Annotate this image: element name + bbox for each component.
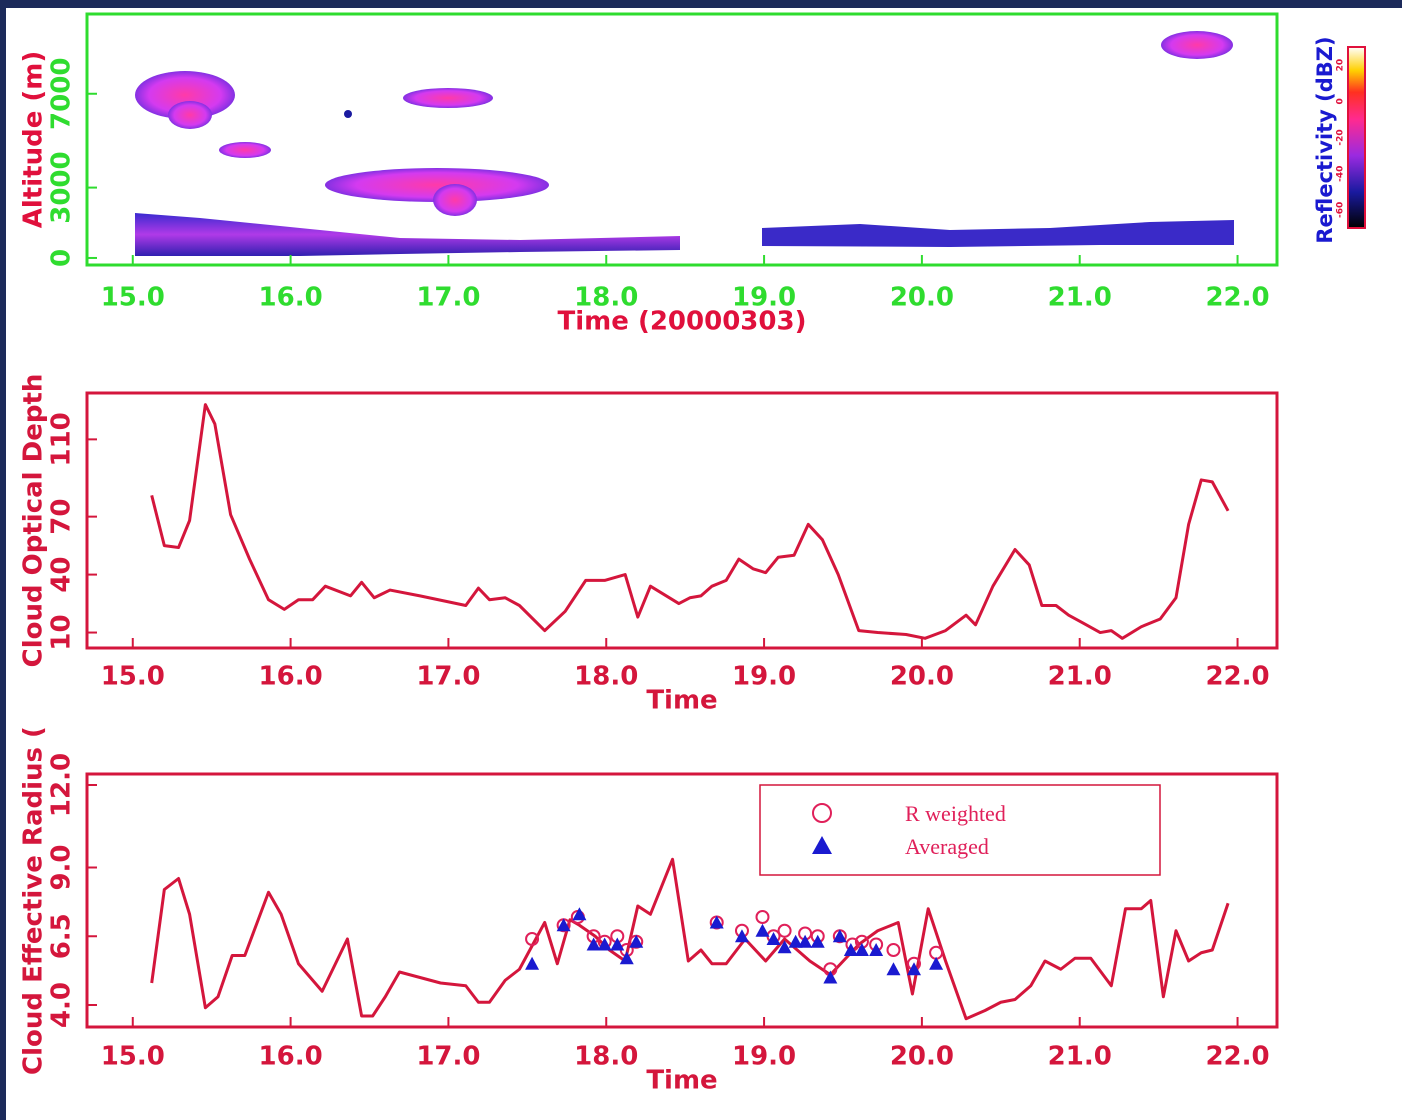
colorbar-tick-label: -20 [1336, 129, 1346, 145]
y-tick-label: 12.0 [47, 753, 77, 817]
x-tick-label: 19.0 [732, 662, 796, 692]
x-tick-label: 19.0 [732, 283, 796, 313]
y-tick-label: 7000 [47, 58, 77, 130]
background [6, 8, 1402, 1120]
y-tick-label: 9.0 [47, 844, 77, 890]
x-tick-label: 22.0 [1205, 662, 1269, 692]
colorbar-tick-label: -40 [1336, 166, 1346, 182]
data-point [788, 934, 803, 948]
data-point [798, 934, 813, 948]
data-point [619, 951, 634, 965]
echo [403, 88, 493, 108]
data-point [525, 956, 540, 970]
data-point [886, 962, 901, 976]
data-line [150, 403, 1230, 640]
legend-marker [812, 803, 832, 823]
legend-marker [812, 836, 832, 854]
x-tick-label: 22.0 [1205, 283, 1269, 313]
data-point [832, 929, 847, 943]
x-tick-label: 21.0 [1048, 1042, 1112, 1072]
x-tick-label: 16.0 [259, 662, 323, 692]
echo [433, 184, 477, 216]
y-tick-label: 40 [47, 556, 77, 592]
y-tick-label: 10 [47, 614, 77, 650]
y-axis-title: Altitude (m) [19, 51, 49, 228]
x-tick-label: 20.0 [890, 283, 954, 313]
y-axis-title: Cloud Effective Radius ( [19, 726, 49, 1075]
x-tick-label: 21.0 [1048, 662, 1112, 692]
x-tick-label: 20.0 [890, 1042, 954, 1072]
data-point [777, 940, 792, 954]
data-point [886, 943, 901, 957]
x-axis-title: Time [646, 686, 717, 716]
data-point [525, 932, 540, 946]
plot-frame [85, 772, 1279, 1029]
y-tick-label: 110 [47, 412, 77, 466]
legend-label: Averaged [905, 834, 989, 859]
y-tick-label: 0 [47, 249, 77, 267]
echo [168, 101, 212, 129]
x-tick-label: 15.0 [101, 662, 165, 692]
colorbar-tick-label: 20 [1336, 59, 1346, 72]
data-point [907, 962, 922, 976]
data-point [929, 956, 944, 970]
data-point [810, 934, 825, 948]
x-tick-label: 20.0 [890, 662, 954, 692]
x-axis-title: Time [646, 1066, 717, 1096]
colorbar-tick-label: 0 [1336, 98, 1346, 104]
data-point [610, 937, 625, 951]
echo [762, 220, 1234, 247]
data-point [734, 929, 749, 943]
colorbar [1347, 46, 1366, 229]
data-point [556, 918, 571, 932]
data-point [823, 970, 838, 984]
x-tick-label: 17.0 [416, 662, 480, 692]
data-point [597, 937, 612, 951]
legend-label: R weighted [905, 801, 1006, 826]
data-line [150, 857, 1230, 1021]
y-tick-label: 6.5 [47, 913, 77, 959]
data-point [755, 923, 770, 937]
x-tick-label: 22.0 [1205, 1042, 1269, 1072]
echo [135, 213, 680, 256]
cloud-echoes [135, 31, 1234, 256]
echo [135, 71, 235, 119]
x-tick-label: 16.0 [259, 1042, 323, 1072]
x-tick-label: 21.0 [1048, 283, 1112, 313]
plot-frame [85, 391, 1279, 650]
colorbar-title: Reflectivity (dBZ) [1313, 36, 1337, 243]
data-point [572, 907, 587, 921]
y-tick-label: 70 [47, 499, 77, 535]
data-point [586, 937, 601, 951]
echo [1161, 31, 1233, 59]
plot-frame [85, 12, 1279, 267]
legend-box [759, 784, 1161, 876]
colorbar-tick-label: -60 [1336, 202, 1346, 218]
x-tick-label: 18.0 [574, 662, 638, 692]
data-point [709, 915, 724, 929]
data-point [755, 910, 770, 924]
x-tick-label: 16.0 [259, 283, 323, 313]
data-point [843, 943, 858, 956]
x-tick-label: 17.0 [416, 283, 480, 313]
data-point [777, 923, 792, 938]
x-tick-label: 15.0 [101, 1042, 165, 1072]
x-tick-label: 18.0 [574, 1042, 638, 1072]
y-tick-label: 3000 [47, 151, 77, 223]
data-point [766, 932, 781, 945]
x-tick-label: 17.0 [416, 1042, 480, 1072]
x-tick-label: 15.0 [101, 283, 165, 313]
data-point [869, 943, 884, 956]
y-tick-label: 4.0 [47, 982, 77, 1028]
data-point [854, 943, 869, 956]
echo [325, 168, 549, 202]
x-tick-label: 18.0 [574, 283, 638, 313]
data-point [629, 934, 644, 948]
x-tick-label: 19.0 [732, 1042, 796, 1072]
x-axis-title: Time (20000303) [558, 307, 807, 337]
y-axis-title: Cloud Optical Depth [19, 374, 49, 668]
echo [219, 142, 271, 158]
echo [344, 110, 352, 118]
